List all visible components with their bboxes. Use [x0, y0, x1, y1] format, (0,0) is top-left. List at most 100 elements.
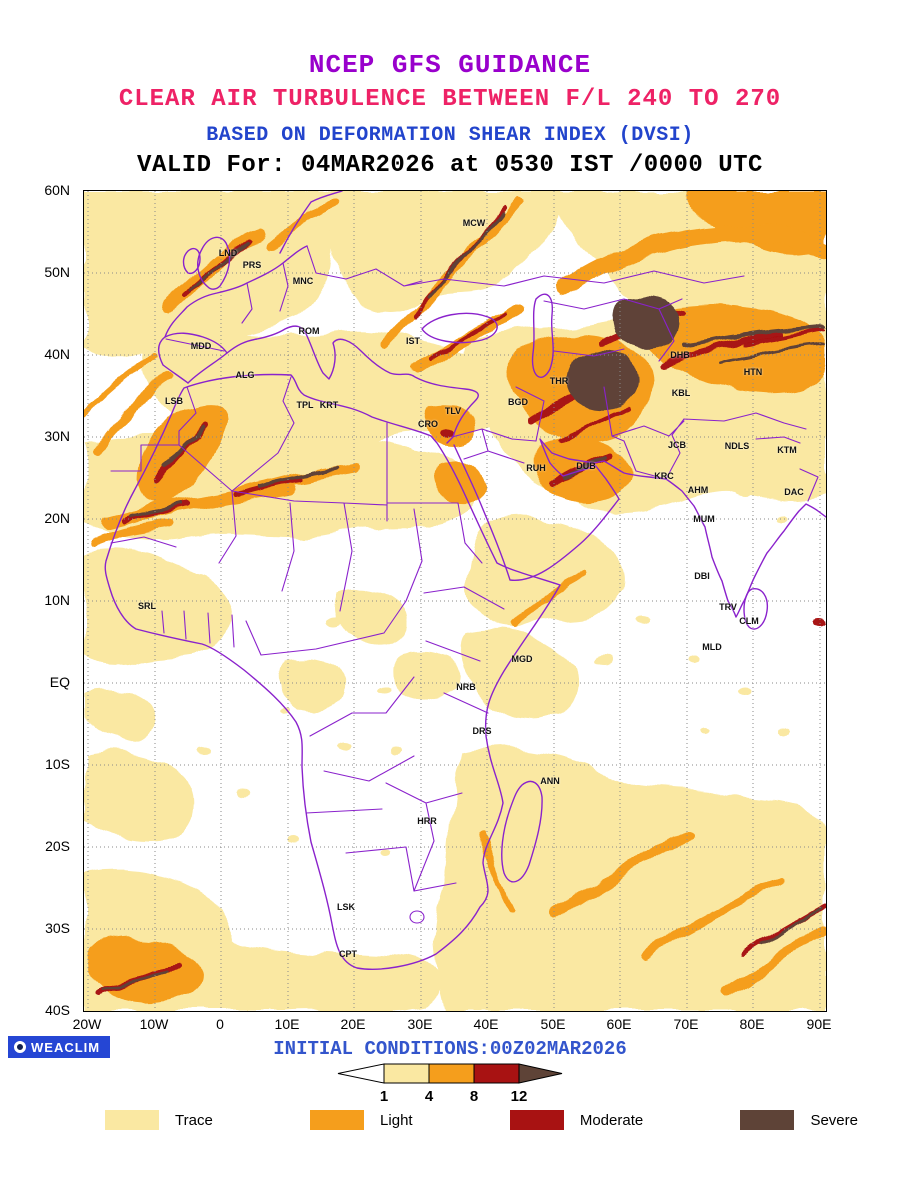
map-area: MCW LND PRS MNC ROM IST MDD ALG LSB TPL KRT TLV CRO B… [83, 190, 827, 1012]
legend-color-swatch [509, 1110, 564, 1130]
station-label: DUB [576, 461, 596, 471]
station-label: LSB [165, 396, 183, 406]
severe-layer [102, 212, 826, 992]
x-tick-label: 20W [72, 1016, 102, 1032]
x-tick-label: 50E [540, 1016, 566, 1032]
scale-tick-value: 12 [510, 1088, 528, 1105]
station-label: ALG [235, 370, 255, 380]
station-label: SRL [138, 601, 156, 611]
turbulence-map-svg [84, 191, 826, 1011]
scale-arrow [337, 1063, 563, 1084]
country-borders [110, 245, 819, 924]
madagascar-outline [501, 780, 543, 883]
station-label: DHB [670, 350, 690, 360]
x-tick-label: 40E [473, 1016, 499, 1032]
x-tick-label: 10W [139, 1016, 169, 1032]
scale-tick-value: 8 [469, 1088, 479, 1105]
y-tick-label: 20S [45, 838, 70, 854]
station-label: ANN [540, 776, 560, 786]
scale-tick-values: 1 4 8 12 [336, 1088, 564, 1106]
station-label: NRB [456, 682, 476, 692]
britain-outline [197, 236, 231, 290]
coastlines-borders [104, 191, 826, 970]
scale-moderate-box [473, 1063, 520, 1084]
title-valid-time: VALID For: 04MAR2026 at 0530 IST /0000 U… [137, 152, 763, 179]
x-tick-label: 20E [340, 1016, 366, 1032]
weaclim-circle-icon [14, 1041, 26, 1053]
station-label: CRO [418, 419, 438, 429]
station-label: HTN [743, 367, 763, 377]
y-tick-label: 20N [44, 510, 70, 526]
station-label: KBL [671, 388, 691, 398]
station-label: BGD [508, 397, 528, 407]
station-label: DBI [694, 571, 710, 581]
legend-item: Moderate [509, 1110, 643, 1130]
africa-coastline [104, 373, 561, 970]
station-label: ROM [298, 326, 320, 336]
station-label: LSK [337, 902, 355, 912]
station-label: CPT [339, 949, 357, 959]
intensity-legend: Trace Light Moderate Severe [0, 1110, 900, 1130]
black-sea-outline [421, 312, 498, 344]
y-tick-label: 30S [45, 920, 70, 936]
station-label: CLM [739, 616, 759, 626]
station-label: AHM [687, 485, 709, 495]
legend-item: Severe [740, 1110, 858, 1130]
station-label: MCW [462, 218, 486, 228]
station-label: NDLS [724, 441, 750, 451]
trace-speckles [198, 437, 790, 854]
y-tick-label: 10N [44, 592, 70, 608]
title-ncep-gfs: NCEP GFS GUIDANCE [308, 50, 592, 80]
intensity-scale: 1 4 8 12 [336, 1062, 564, 1108]
arabia-india-coastline [453, 438, 826, 618]
station-labels: MCW LND PRS MNC ROM IST MDD ALG LSB TPL KRT TLV CRO B… [84, 191, 826, 1011]
y-tick-label: 50N [44, 264, 70, 280]
y-tick-label: 40S [45, 1002, 70, 1018]
x-tick-label: 90E [806, 1016, 832, 1032]
legend-color-swatch [310, 1110, 365, 1130]
scale-head-arrow [518, 1063, 563, 1084]
station-label: LND [218, 248, 238, 258]
station-label: TPL [296, 400, 314, 410]
station-label: MLD [702, 642, 722, 652]
weaclim-logo: WEACLIM [8, 1036, 111, 1058]
station-label: TRV [719, 602, 737, 612]
station-label: KTM [777, 445, 797, 455]
sri-lanka-outline [743, 588, 769, 630]
station-label: RUH [526, 463, 546, 473]
legend-label: Light [380, 1111, 413, 1129]
x-tick-label: 60E [606, 1016, 632, 1032]
station-label: THR [549, 376, 569, 386]
station-label: IST [405, 336, 421, 346]
x-axis-labels: 20W 10W 0 10E 20E 30E 40E 50E 60E 70E 80E 90E [73, 1016, 832, 1034]
y-tick-label: 30N [44, 428, 70, 444]
station-label: DRS [472, 726, 492, 736]
title-dvsi: BASED ON DEFORMATION SHEAR INDEX (DVSI) [206, 124, 694, 147]
y-axis-labels: 60N 50N 40N 30N 20N 10N EQ 10S 20S 30S 40S [0, 182, 76, 1018]
station-label: KRT [319, 400, 339, 410]
scandinavia-coastline [279, 191, 343, 254]
west-europe-coastline [164, 245, 308, 338]
legend-color-swatch [105, 1110, 159, 1130]
station-label: HRR [417, 816, 437, 826]
x-tick-label: 0 [216, 1016, 224, 1032]
y-tick-label: EQ [49, 674, 70, 690]
y-tick-label: 10S [45, 756, 70, 772]
x-tick-label: 30E [407, 1016, 433, 1032]
scale-tick-value: 1 [379, 1088, 389, 1105]
mediterranean-north-coast [187, 325, 479, 444]
scale-light-box [428, 1063, 475, 1084]
x-tick-label: 80E [739, 1016, 765, 1032]
legend-label: Trace [175, 1111, 213, 1129]
station-label: MUM [693, 514, 715, 524]
y-tick-label: 60N [44, 182, 70, 198]
x-tick-label: 70E [673, 1016, 699, 1032]
ireland-outline [182, 247, 201, 275]
legend-item: Light [310, 1110, 413, 1130]
severe-layer-masses [566, 297, 680, 410]
station-label: TLV [444, 406, 462, 416]
legend-color-swatch [740, 1110, 795, 1130]
station-label: MGD [511, 654, 533, 664]
legend-label: Severe [810, 1111, 858, 1129]
